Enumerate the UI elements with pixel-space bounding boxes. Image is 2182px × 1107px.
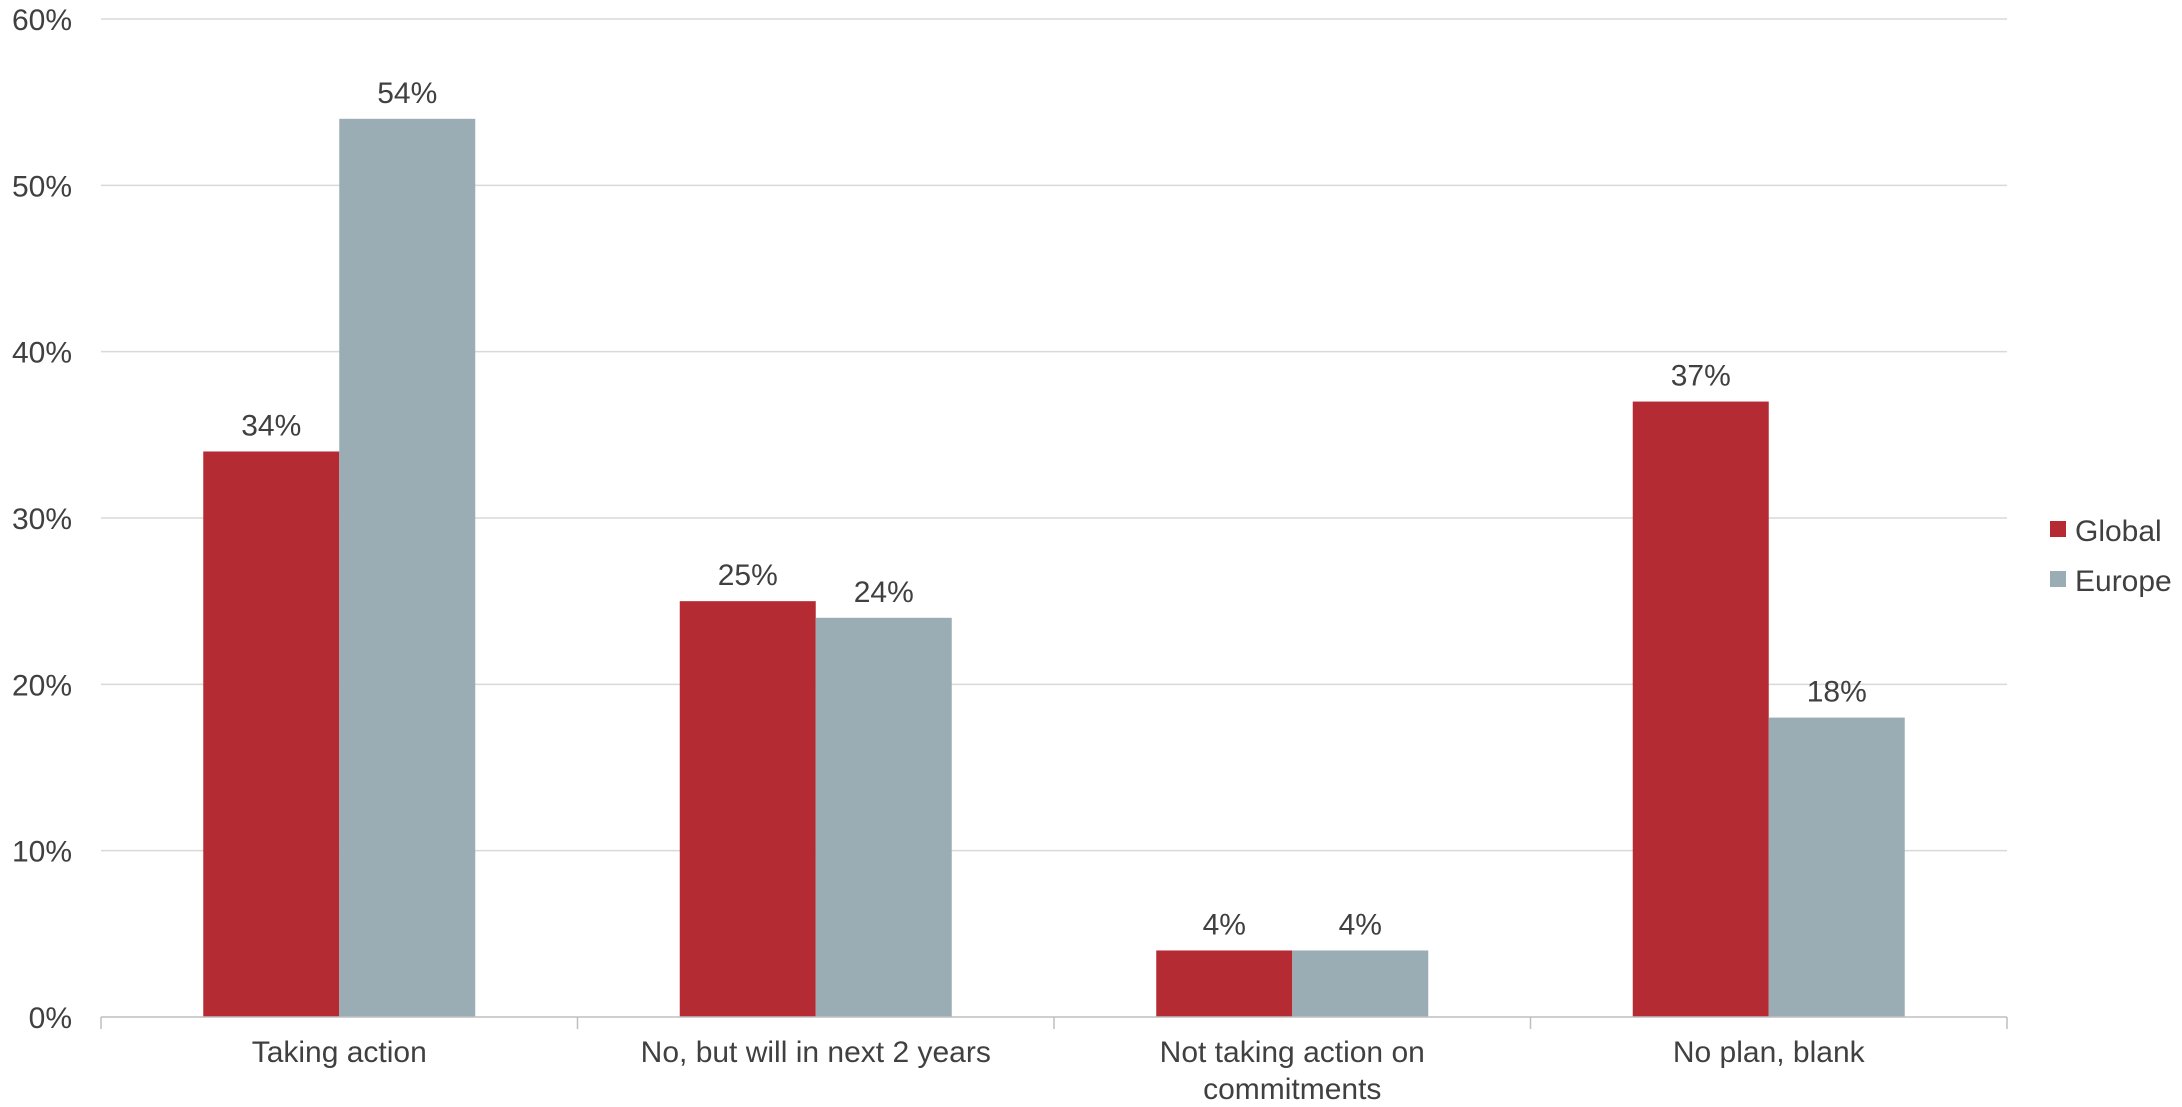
data-label-europe: 54%: [377, 77, 437, 110]
data-label-europe: 18%: [1807, 676, 1867, 709]
bar-global: [1632, 401, 1769, 1018]
bar-europe: [339, 118, 476, 1018]
legend-item-global: Global: [2050, 515, 2162, 548]
category-label: No plan, blank: [1673, 1036, 1866, 1069]
legend-item-europe: Europe: [2050, 565, 2172, 598]
data-label-global: 37%: [1671, 360, 1731, 393]
y-tick-label: 60%: [12, 4, 72, 37]
y-tick-label: 20%: [12, 669, 72, 702]
y-tick-label: 50%: [12, 170, 72, 203]
category-label: No, but will in next 2 years: [641, 1036, 991, 1069]
y-tick-label: 40%: [12, 337, 72, 370]
data-label-global: 25%: [718, 559, 778, 592]
x-axis: [100, 1016, 2008, 1029]
bar-global: [679, 601, 816, 1017]
legend: Global Europe: [2050, 515, 2172, 598]
data-label-global: 4%: [1203, 908, 1246, 941]
category-label: Taking action: [252, 1036, 427, 1069]
bar-europe: [1768, 717, 1905, 1017]
y-axis-tick-labels: 0% 10% 20% 30% 40% 50% 60%: [12, 4, 72, 1035]
y-tick-label: 0%: [29, 1002, 72, 1035]
bar-europe: [1292, 950, 1429, 1017]
legend-swatch: [2050, 521, 2066, 537]
legend-swatch: [2050, 571, 2066, 587]
bar-global: [203, 451, 340, 1017]
category-label: Not taking action on commitments: [1160, 1036, 1425, 1106]
data-label-global: 34%: [241, 409, 301, 442]
legend-label: Europe: [2075, 565, 2172, 598]
y-tick-label: 10%: [12, 836, 72, 869]
category-labels: Taking action No, but will in next 2 year…: [252, 1036, 1866, 1106]
data-label-europe: 24%: [854, 576, 914, 609]
data-label-europe: 4%: [1339, 908, 1382, 941]
bar-global: [1156, 950, 1293, 1017]
data-labels: 34% 54% 25% 24% 4% 4% 37% 18%: [241, 77, 1867, 942]
bars: [203, 118, 1905, 1018]
legend-label: Global: [2075, 515, 2162, 548]
y-tick-label: 30%: [12, 503, 72, 536]
bar-europe: [815, 617, 952, 1017]
